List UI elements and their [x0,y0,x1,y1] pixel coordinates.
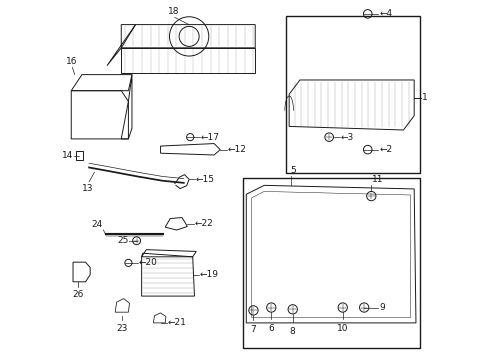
Bar [76,151,82,160]
Text: 18: 18 [168,8,179,17]
Text: 25: 25 [117,236,128,245]
Text: 5: 5 [289,166,295,175]
Text: 11: 11 [371,175,383,184]
Text: 9: 9 [378,303,384,312]
Text: ←17: ←17 [200,132,219,141]
Text: ←2: ←2 [378,145,391,154]
Text: 7: 7 [250,325,256,334]
Text: 10: 10 [336,324,348,333]
Text: ←22: ←22 [194,219,213,228]
Text: 8: 8 [289,327,295,336]
Text: ←12: ←12 [227,145,246,154]
Text: ←4: ←4 [378,9,391,18]
Text: 26: 26 [73,290,84,299]
Text: 1: 1 [421,93,427,102]
Text: 6: 6 [268,324,274,333]
Text: ←21: ←21 [167,318,186,327]
Text: 16: 16 [65,57,77,66]
Text: 24: 24 [91,220,102,229]
Bar [242,178,419,348]
Text: 13: 13 [82,184,94,193]
Text: ←19: ←19 [199,270,218,279]
Bar [285,16,419,173]
Text: 23: 23 [117,324,128,333]
Text: 14: 14 [61,151,73,160]
Text: ←3: ←3 [340,132,353,141]
Text: ←15: ←15 [196,175,215,184]
Text: ←20: ←20 [139,258,157,267]
